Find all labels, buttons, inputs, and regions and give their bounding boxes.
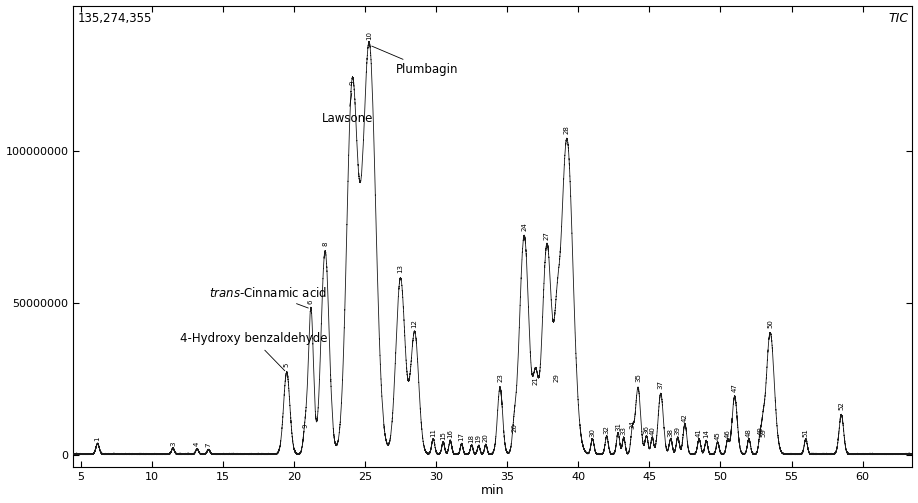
- Text: 15: 15: [440, 431, 446, 440]
- Text: 16: 16: [447, 429, 453, 438]
- Text: 42: 42: [682, 413, 688, 422]
- Text: 17: 17: [459, 432, 465, 441]
- Text: 29: 29: [554, 374, 560, 382]
- Text: 3: 3: [170, 441, 176, 446]
- Text: 51: 51: [802, 428, 809, 437]
- Text: 32: 32: [604, 425, 610, 434]
- Text: 9: 9: [302, 423, 308, 428]
- Text: Lawsone: Lawsone: [322, 93, 374, 125]
- Text: $\it{trans}$-Cinnamic acid: $\it{trans}$-Cinnamic acid: [208, 286, 327, 308]
- Text: 37: 37: [657, 380, 664, 388]
- Text: 47: 47: [732, 383, 738, 391]
- Text: 34: 34: [630, 421, 635, 429]
- Text: 135,274,355: 135,274,355: [78, 13, 152, 26]
- Text: 30: 30: [589, 428, 596, 437]
- Text: 18: 18: [468, 434, 475, 443]
- Text: 52: 52: [838, 401, 845, 410]
- Text: 31: 31: [615, 422, 621, 431]
- Text: 27: 27: [544, 231, 550, 240]
- Text: 41: 41: [696, 428, 702, 437]
- Text: 38: 38: [667, 428, 674, 437]
- Text: 39: 39: [675, 426, 681, 435]
- Text: 26: 26: [511, 424, 517, 432]
- Text: 28: 28: [564, 125, 570, 134]
- Text: TIC: TIC: [888, 13, 908, 26]
- Text: 1: 1: [95, 437, 101, 441]
- Text: 10: 10: [366, 31, 372, 40]
- Text: 45: 45: [714, 431, 721, 440]
- Text: 4-Hydroxy benzaldehyde: 4-Hydroxy benzaldehyde: [180, 332, 328, 371]
- Text: 36: 36: [644, 425, 650, 434]
- X-axis label: min: min: [481, 484, 505, 497]
- Text: 23: 23: [497, 374, 503, 382]
- Text: 20: 20: [483, 434, 488, 442]
- Text: 8: 8: [322, 241, 328, 246]
- Text: 9: 9: [349, 80, 355, 85]
- Text: Plumbagin: Plumbagin: [372, 46, 459, 76]
- Text: 6: 6: [308, 299, 314, 303]
- Text: 50: 50: [767, 319, 773, 328]
- Text: 33: 33: [621, 426, 627, 435]
- Text: 13: 13: [397, 264, 404, 273]
- Text: 48: 48: [746, 428, 752, 437]
- Text: 24: 24: [521, 222, 527, 231]
- Text: 46: 46: [724, 430, 731, 438]
- Text: 40: 40: [649, 427, 655, 435]
- Text: 11: 11: [431, 428, 436, 437]
- Text: 12: 12: [411, 319, 418, 328]
- Text: 59: 59: [760, 428, 767, 437]
- Text: 19: 19: [476, 435, 482, 444]
- Text: 7: 7: [206, 443, 211, 447]
- Text: 14: 14: [703, 430, 710, 438]
- Text: 4: 4: [194, 442, 200, 447]
- Text: 5: 5: [284, 363, 290, 367]
- Text: 49: 49: [757, 427, 763, 435]
- Text: 35: 35: [635, 374, 641, 382]
- Text: 21: 21: [532, 377, 539, 385]
